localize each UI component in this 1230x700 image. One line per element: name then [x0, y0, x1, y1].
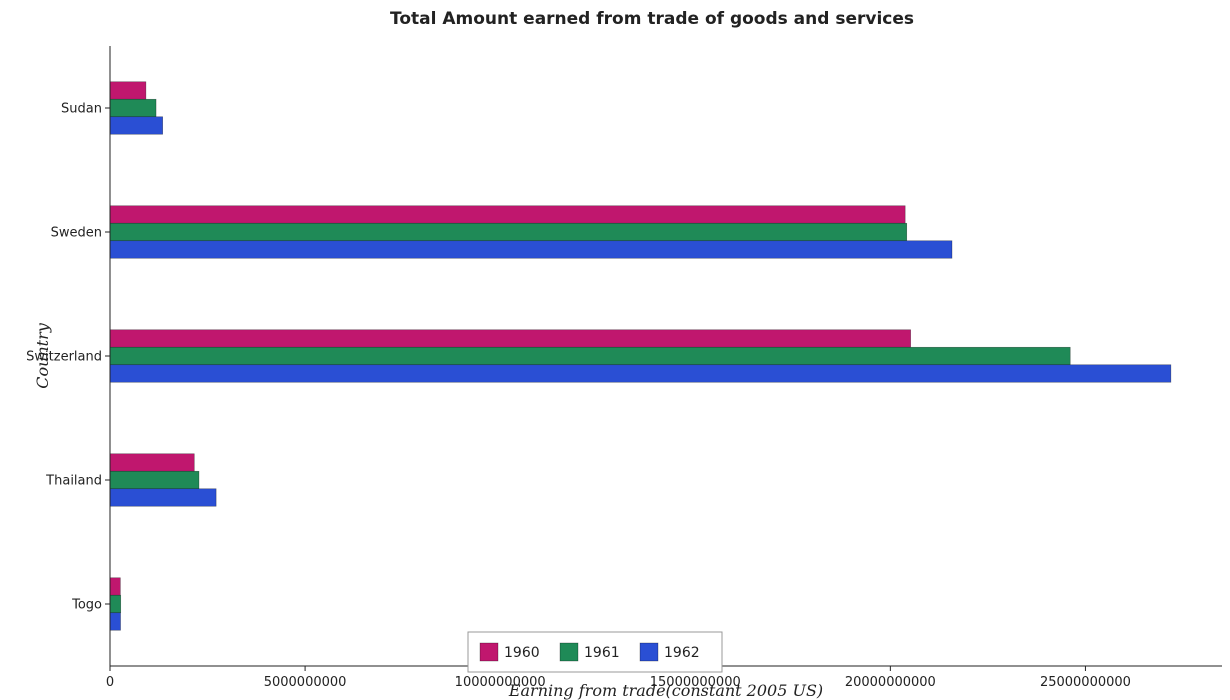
legend-label-1960: 1960 [504, 645, 540, 661]
bar-thailand-1961 [109, 470, 200, 490]
x-tick-label: 20000000000 [845, 675, 936, 690]
legend-label-1961: 1961 [584, 645, 620, 661]
bars-group [109, 81, 1172, 631]
y-axis-title: Country [33, 322, 52, 389]
bar-togo-1960 [109, 577, 121, 596]
y-tick-label: Sweden [51, 226, 102, 241]
bar-sweden-1961 [109, 222, 908, 242]
legend-swatch-1961 [559, 642, 579, 662]
legend-swatch-1962 [639, 642, 659, 662]
bar-switzerland-1962 [109, 364, 1172, 383]
x-tick-label: 5000000000 [264, 675, 347, 690]
bar-togo-1961 [109, 594, 122, 614]
x-tick-label: 10000000000 [455, 675, 546, 690]
bar-sudan-1961 [109, 98, 157, 118]
bar-sudan-1960 [109, 81, 147, 100]
bar-switzerland-1960 [109, 329, 911, 348]
x-tick-label: 15000000000 [650, 675, 741, 690]
legend-swatch-1960 [479, 642, 499, 662]
y-tick-label: Switzerland [26, 350, 102, 365]
y-axis-ticks: Sudan Sweden Switzerland Thailand Togo [26, 102, 110, 613]
legend: 1960 1961 1962 [467, 631, 723, 673]
legend-label-1962: 1962 [664, 645, 700, 661]
legend-frame [467, 631, 723, 673]
bar-thailand-1960 [109, 453, 195, 472]
bar-togo-1962 [109, 612, 121, 631]
bar-sweden-1962 [109, 240, 953, 259]
x-tick-label: 0 [106, 675, 114, 690]
bar-switzerland-1961 [109, 346, 1071, 366]
x-axis-title: Earning from trade(constant 2005 US) [508, 681, 823, 700]
bar-sudan-1962 [109, 116, 163, 135]
y-tick-label: Thailand [45, 474, 102, 489]
y-tick-label: Sudan [61, 102, 102, 117]
bar-sweden-1960 [109, 205, 906, 224]
x-tick-label: 25000000000 [1040, 675, 1131, 690]
bar-thailand-1962 [109, 488, 217, 507]
y-tick-label: Togo [71, 598, 102, 613]
chart-title: Total Amount earned from trade of goods … [390, 9, 914, 29]
x-axis-ticks: 0 5000000000 10000000000 15000000000 2000000… [106, 666, 1131, 690]
